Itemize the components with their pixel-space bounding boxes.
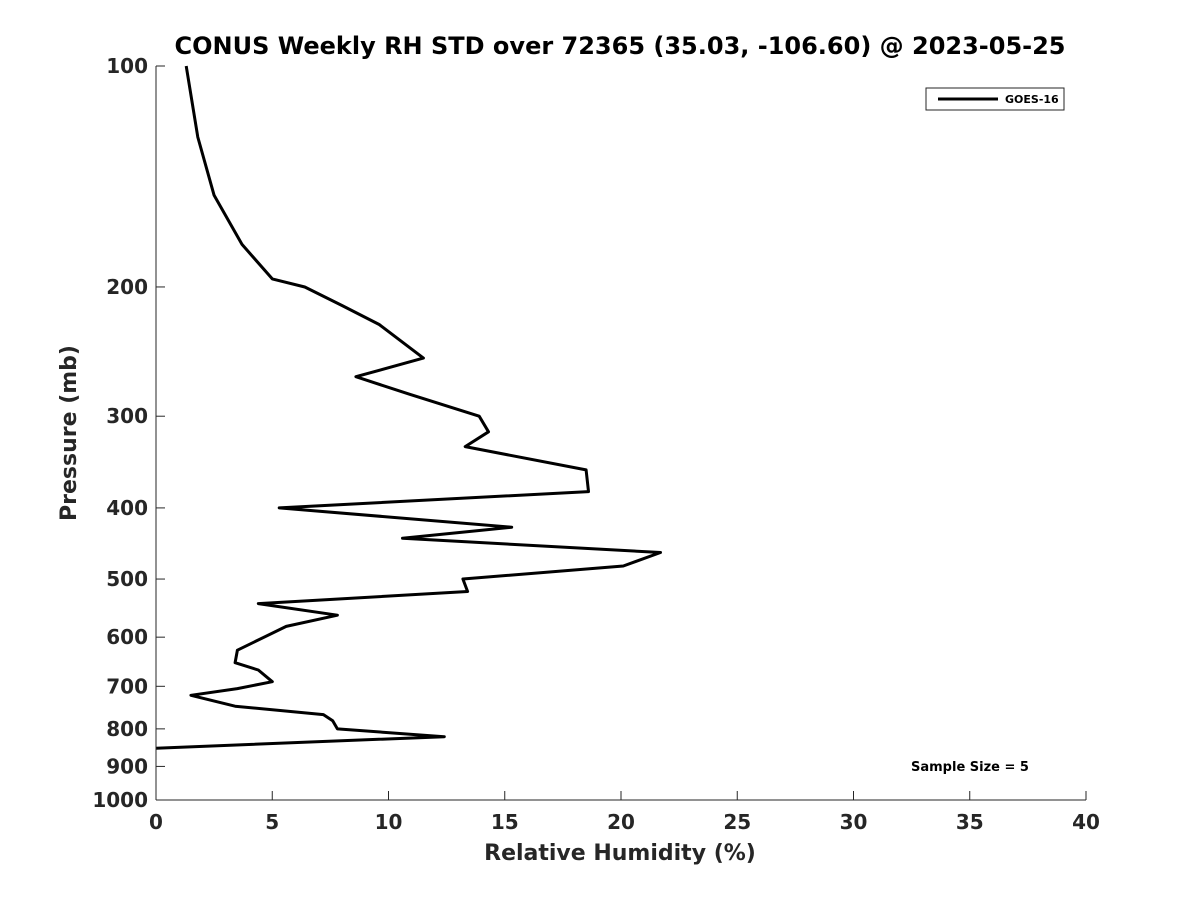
legend: GOES-16: [925, 87, 1065, 111]
x-axis-label: Relative Humidity (%): [484, 841, 756, 866]
x-tick-label: 10: [375, 810, 403, 834]
y-tick-label: 100: [106, 54, 148, 78]
y-tick-label: 800: [106, 717, 148, 741]
legend-label-goes-16: GOES-16: [1005, 93, 1059, 106]
x-tick-label: 0: [149, 810, 163, 834]
x-tick-label: 25: [723, 810, 751, 834]
x-tick-label: 40: [1072, 810, 1100, 834]
chart-title: CONUS Weekly RH STD over 72365 (35.03, -…: [174, 32, 1065, 60]
y-axis-ticks: 100 200 300 400 500 600 700 800 900 1000: [92, 54, 165, 812]
sample-size-annotation: Sample Size = 5: [911, 760, 1029, 775]
x-tick-label: 5: [265, 810, 279, 834]
y-tick-label: 200: [106, 275, 148, 299]
y-tick-label: 1000: [92, 788, 148, 812]
y-tick-label: 600: [106, 625, 148, 649]
y-axis-label: Pressure (mb): [57, 345, 82, 521]
y-tick-label: 400: [106, 496, 148, 520]
x-tick-label: 30: [840, 810, 868, 834]
x-tick-label: 20: [607, 810, 635, 834]
plot-area: 0 5 10 15 20 25 30 35 40 100 200 300 400 500 600 700 80…: [92, 54, 1100, 834]
y-tick-label: 900: [106, 754, 148, 778]
series-line-goes-16: [155, 65, 662, 750]
y-tick-label: 300: [106, 404, 148, 428]
x-tick-label: 15: [491, 810, 519, 834]
x-tick-label: 35: [956, 810, 984, 834]
y-tick-label: 700: [106, 674, 148, 698]
series-layer: [155, 65, 662, 750]
y-tick-label: 500: [106, 567, 148, 591]
x-axis-ticks: 0 5 10 15 20 25 30 35 40: [149, 791, 1100, 834]
